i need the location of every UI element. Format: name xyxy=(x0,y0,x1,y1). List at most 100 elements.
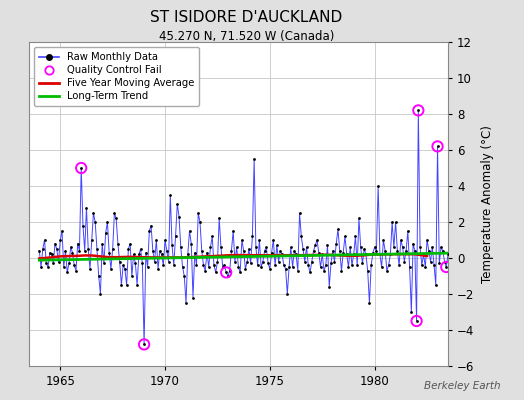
Point xyxy=(124,246,133,252)
Point xyxy=(367,262,375,268)
Point xyxy=(239,248,248,254)
Point xyxy=(60,264,68,270)
Point xyxy=(185,228,194,234)
Point xyxy=(94,273,103,279)
Point xyxy=(89,210,97,216)
Point xyxy=(141,250,150,256)
Point xyxy=(234,264,243,270)
Point xyxy=(304,262,312,268)
Point xyxy=(117,282,126,288)
Point xyxy=(93,246,101,252)
Point xyxy=(451,282,459,288)
Point xyxy=(39,246,47,252)
Point xyxy=(423,237,431,243)
Point xyxy=(327,260,335,267)
Point xyxy=(329,248,337,254)
Legend: Raw Monthly Data, Quality Control Fail, Five Year Moving Average, Long-Term Tren: Raw Monthly Data, Quality Control Fail, … xyxy=(34,47,199,106)
Point xyxy=(56,237,64,243)
Point xyxy=(390,244,398,250)
Point xyxy=(70,262,79,268)
Point xyxy=(128,273,136,279)
Point xyxy=(406,264,414,270)
Point xyxy=(437,244,445,250)
Point xyxy=(442,264,451,270)
Point xyxy=(358,260,367,267)
Point xyxy=(138,260,147,267)
Point xyxy=(46,250,54,256)
Point xyxy=(335,248,344,254)
Point xyxy=(212,269,220,276)
Point xyxy=(250,156,258,162)
Point xyxy=(88,237,96,243)
Point xyxy=(98,240,106,247)
Point xyxy=(379,237,388,243)
Point xyxy=(350,251,358,258)
Point xyxy=(61,248,70,254)
Point xyxy=(391,219,400,225)
Point xyxy=(346,244,354,250)
Text: Berkeley Earth: Berkeley Earth xyxy=(424,381,500,391)
Point xyxy=(370,244,379,250)
Point xyxy=(217,244,225,250)
Point xyxy=(430,262,438,268)
Point xyxy=(341,233,349,240)
Point xyxy=(362,251,370,258)
Point xyxy=(381,248,389,254)
Point xyxy=(178,264,187,270)
Point xyxy=(47,251,56,258)
Point xyxy=(248,233,257,240)
Point xyxy=(419,251,428,258)
Point xyxy=(222,269,231,276)
Point xyxy=(453,253,461,259)
Point xyxy=(198,248,206,254)
Point xyxy=(42,260,50,267)
Point xyxy=(246,260,255,267)
Point xyxy=(332,240,341,247)
Point xyxy=(145,228,154,234)
Point xyxy=(255,237,264,243)
Point xyxy=(466,260,475,267)
Point xyxy=(129,251,138,258)
Point xyxy=(227,248,236,254)
Point xyxy=(107,266,115,272)
Point xyxy=(157,251,166,258)
Point xyxy=(348,262,356,268)
Point xyxy=(82,204,91,211)
Point xyxy=(411,248,419,254)
Point xyxy=(135,251,143,258)
Point xyxy=(238,237,246,243)
Point xyxy=(126,240,134,247)
Point xyxy=(54,258,63,265)
Point xyxy=(311,242,320,248)
Point xyxy=(313,237,321,243)
Point xyxy=(173,201,181,207)
Point xyxy=(439,248,447,254)
Point xyxy=(365,300,374,306)
Point xyxy=(196,219,204,225)
Point xyxy=(456,264,464,270)
Point xyxy=(355,215,363,222)
Point xyxy=(136,246,145,252)
Point xyxy=(330,258,339,265)
Point xyxy=(91,219,100,225)
Point xyxy=(323,242,332,248)
Point xyxy=(72,267,80,274)
Text: 45.270 N, 71.520 W (Canada): 45.270 N, 71.520 W (Canada) xyxy=(159,30,334,43)
Point xyxy=(177,244,185,250)
Point xyxy=(398,244,407,250)
Point xyxy=(259,258,267,265)
Point xyxy=(49,260,58,267)
Point xyxy=(271,262,279,268)
Point xyxy=(264,260,272,267)
Point xyxy=(428,244,436,250)
Point xyxy=(231,258,239,265)
Point xyxy=(280,262,288,268)
Point xyxy=(386,251,395,258)
Point xyxy=(432,282,440,288)
Point xyxy=(267,250,276,256)
Point xyxy=(433,143,442,150)
Point xyxy=(468,248,477,254)
Point xyxy=(203,250,211,256)
Point xyxy=(414,107,422,114)
Point xyxy=(262,244,270,250)
